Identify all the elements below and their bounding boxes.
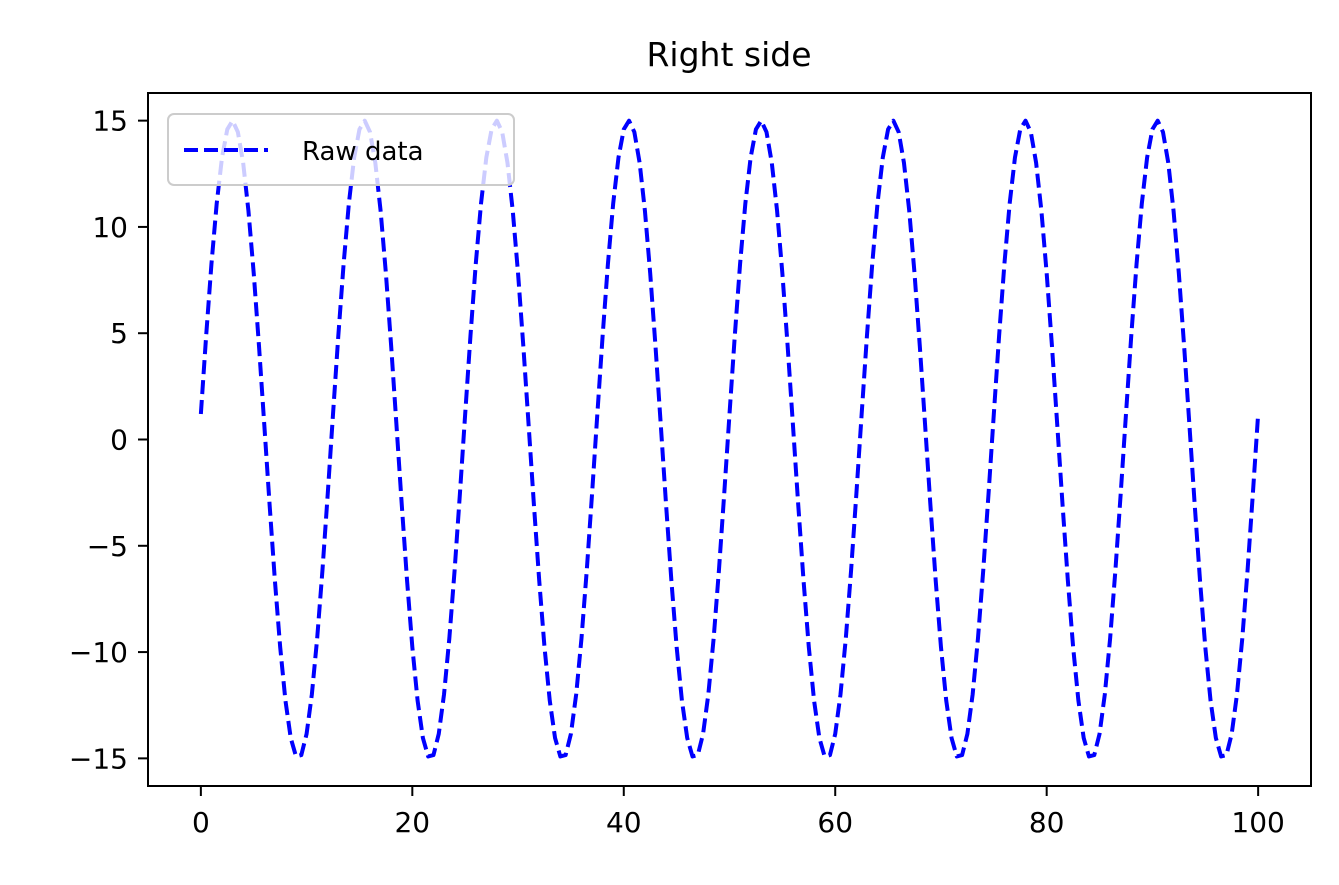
y-tick-label: 0 xyxy=(110,424,128,457)
y-tick-label: −15 xyxy=(69,742,128,775)
x-tick-label: 40 xyxy=(606,806,642,839)
x-tick-label: 60 xyxy=(817,806,853,839)
y-axis: 15 10 5 0 −5 −10 −15 xyxy=(69,105,148,775)
legend-label-raw-data: Raw data xyxy=(302,137,424,167)
y-tick-label: −5 xyxy=(87,530,128,563)
x-tick-label: 80 xyxy=(1029,806,1065,839)
plot-area xyxy=(198,118,1261,759)
chart-title: Right side xyxy=(647,35,812,74)
y-tick-label: 15 xyxy=(92,105,128,138)
legend-box xyxy=(167,113,515,186)
series-line-raw-data xyxy=(198,118,1261,759)
legend: Raw data xyxy=(167,113,515,186)
x-tick-label: 0 xyxy=(192,806,210,839)
y-tick-label: 10 xyxy=(92,211,128,244)
y-tick-label: −10 xyxy=(69,636,128,669)
x-axis: 0 20 40 60 80 100 xyxy=(192,786,1285,839)
x-tick-label: 20 xyxy=(394,806,430,839)
y-tick-label: 5 xyxy=(110,317,128,350)
x-tick-label: 100 xyxy=(1231,806,1284,839)
